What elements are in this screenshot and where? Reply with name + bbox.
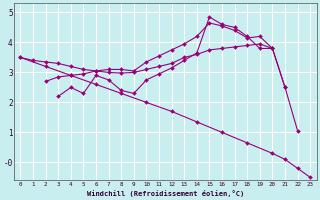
X-axis label: Windchill (Refroidissement éolien,°C): Windchill (Refroidissement éolien,°C): [87, 190, 244, 197]
